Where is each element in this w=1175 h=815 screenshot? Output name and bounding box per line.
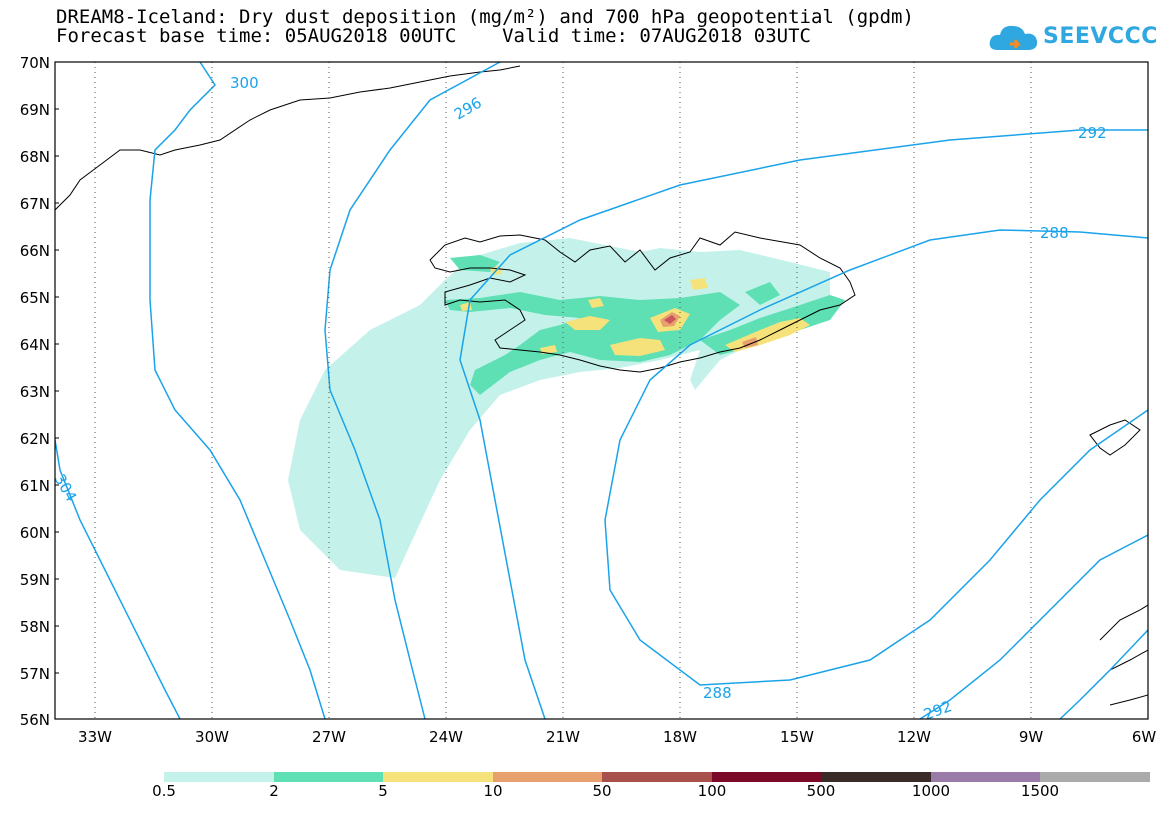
colorbar-label-500: 500 <box>806 782 836 800</box>
colorbar-label-0.5: 0.5 <box>152 782 176 800</box>
lon-label-21W: 21W <box>546 728 580 746</box>
dust-area-50 <box>664 315 676 324</box>
dust-area-5 <box>565 316 610 330</box>
lat-label-68N: 68N <box>19 148 50 166</box>
lon-label-12W: 12W <box>897 728 931 746</box>
contour-label-300: 300 <box>230 74 259 92</box>
colorbar-swatch-7 <box>821 772 931 782</box>
map-frame <box>54 61 1149 720</box>
colorbar-swatch-9 <box>1040 772 1150 782</box>
lon-label-24W: 24W <box>429 728 463 746</box>
lat-label-61N: 61N <box>19 477 50 495</box>
colorbar-swatch-4 <box>493 772 602 782</box>
lon-label-9W: 9W <box>1018 728 1044 746</box>
colorbar-swatch-5 <box>602 772 712 782</box>
colorbar <box>164 772 1150 782</box>
lon-label-15W: 15W <box>780 728 814 746</box>
contour-label-292: 292 <box>1078 124 1107 142</box>
colorbar-label-50: 50 <box>592 782 612 800</box>
lat-label-67N: 67N <box>19 195 50 213</box>
lat-label-66N: 66N <box>19 242 50 260</box>
contour-label-288-bottom: 288 <box>703 684 732 702</box>
colorbar-label-2: 2 <box>269 782 279 800</box>
seevccc-logo: SEEVCCC <box>988 20 1157 56</box>
colorbar-swatch-3 <box>383 772 493 782</box>
lat-label-65N: 65N <box>19 289 50 307</box>
map-title: DREAM8-Iceland: Dry dust deposition (mg/… <box>56 6 914 28</box>
colorbar-label-1000: 1000 <box>911 782 951 800</box>
lon-label-18W: 18W <box>663 728 697 746</box>
lat-label-70N: 70N <box>19 54 50 72</box>
lat-label-69N: 69N <box>19 101 50 119</box>
contour-label-296: 296 <box>451 94 485 124</box>
lat-label-62N: 62N <box>19 430 50 448</box>
lat-label-60N: 60N <box>19 524 50 542</box>
lat-label-64N: 64N <box>19 336 50 354</box>
coastlines <box>55 65 1148 706</box>
colorbar-label-100: 100 <box>697 782 727 800</box>
lon-label-27W: 27W <box>312 728 346 746</box>
colorbar-swatch-1 <box>164 772 274 782</box>
graticule <box>94 62 1032 719</box>
lon-label-30W: 30W <box>195 728 229 746</box>
cloud-logo-icon <box>989 25 1038 50</box>
map-subtitle: Forecast base time: 05AUG2018 00UTC Vali… <box>56 25 811 47</box>
colorbar-swatch-2 <box>274 772 383 782</box>
contour-labels: 300 296 292 288 288 292 304 <box>51 74 1107 724</box>
lon-label-33W: 33W <box>78 728 112 746</box>
contour-label-288-top: 288 <box>1040 224 1069 242</box>
lat-label-59N: 59N <box>19 571 50 589</box>
colorbar-swatch-8 <box>931 772 1040 782</box>
logo-text: SEEVCCC <box>1043 24 1158 49</box>
colorbar-label-1500: 1500 <box>1020 782 1060 800</box>
lon-label-6W: 6W <box>1131 728 1157 746</box>
lat-ticks <box>55 61 59 674</box>
geopotential-contours <box>55 62 1148 719</box>
lat-label-56N: 56N <box>19 711 50 729</box>
lat-label-58N: 58N <box>19 618 50 636</box>
colorbar-label-10: 10 <box>483 782 503 800</box>
lat-label-57N: 57N <box>19 665 50 683</box>
lat-label-63N: 63N <box>19 383 50 401</box>
dust-area-0.5 <box>288 238 830 578</box>
colorbar-label-5: 5 <box>378 782 388 800</box>
contour-label-292-bottom: 292 <box>921 697 954 724</box>
colorbar-swatch-6 <box>712 772 821 782</box>
